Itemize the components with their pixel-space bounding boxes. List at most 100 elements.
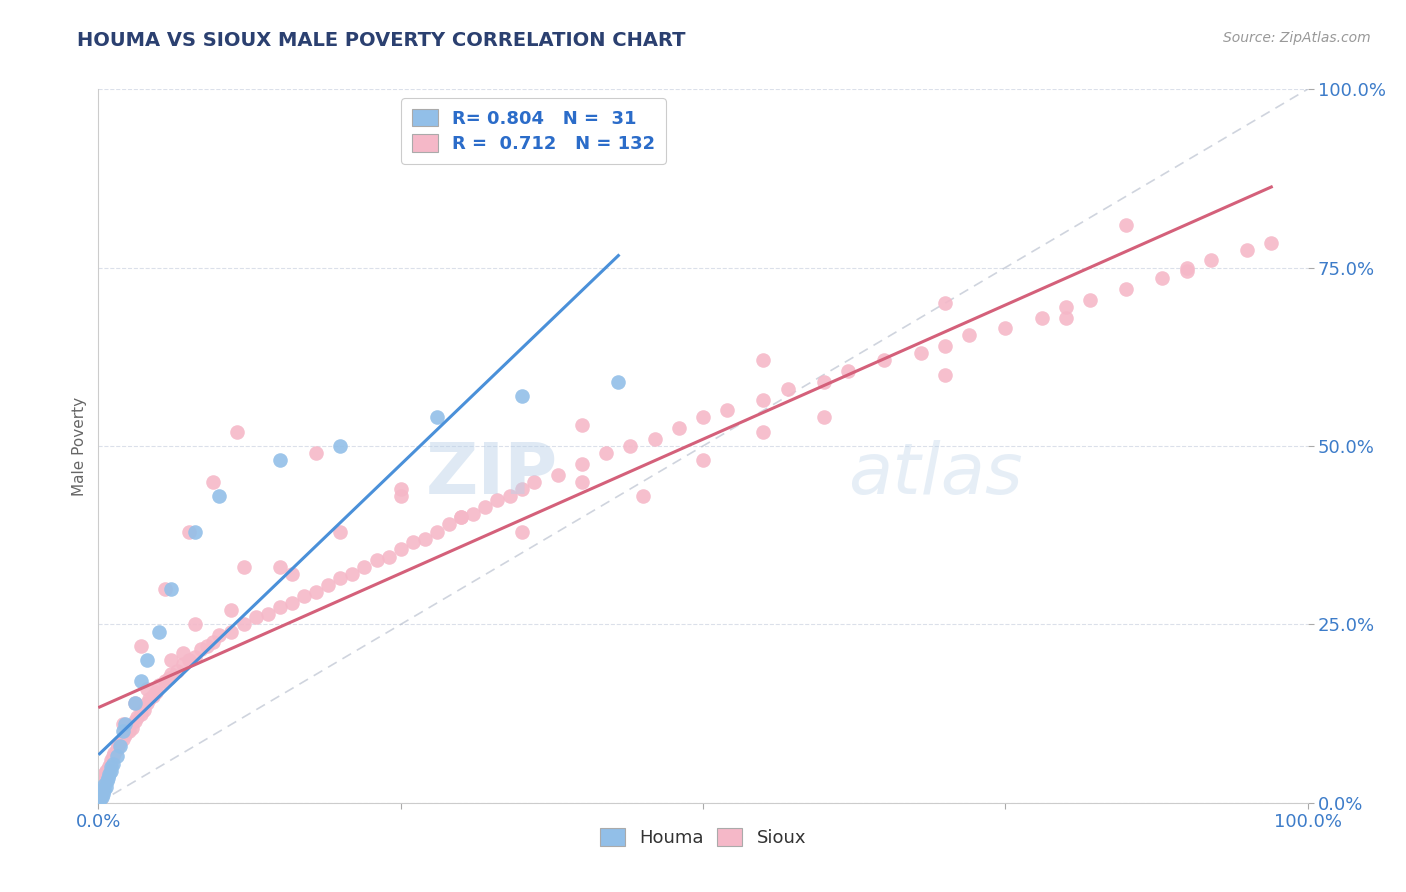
Point xyxy=(108,739,131,753)
Point xyxy=(134,703,156,717)
Point xyxy=(108,735,131,749)
Point xyxy=(281,596,304,610)
Point xyxy=(269,599,291,614)
Point xyxy=(316,578,339,592)
Point xyxy=(413,532,436,546)
Point xyxy=(486,492,509,507)
Point xyxy=(94,764,117,778)
Point xyxy=(157,671,180,685)
Point xyxy=(366,553,388,567)
Point xyxy=(96,774,118,789)
Point xyxy=(91,778,114,792)
Point xyxy=(93,767,115,781)
Point xyxy=(813,375,835,389)
Point xyxy=(1152,271,1174,285)
Point xyxy=(179,653,201,667)
Point xyxy=(523,475,546,489)
Point xyxy=(121,721,143,735)
Point xyxy=(93,776,115,790)
Point xyxy=(934,368,956,382)
Point xyxy=(97,762,120,776)
Point xyxy=(160,667,183,681)
Point xyxy=(1260,235,1282,250)
Text: Source: ZipAtlas.com: Source: ZipAtlas.com xyxy=(1223,31,1371,45)
Point xyxy=(160,582,183,596)
Point xyxy=(101,756,124,771)
Point xyxy=(437,517,460,532)
Point xyxy=(124,696,146,710)
Point xyxy=(89,794,111,808)
Point xyxy=(105,742,128,756)
Text: ZIP: ZIP xyxy=(426,440,558,509)
Point xyxy=(127,710,149,724)
Point xyxy=(1031,310,1053,325)
Point xyxy=(129,674,152,689)
Point xyxy=(934,296,956,310)
Point xyxy=(153,674,176,689)
Point xyxy=(644,432,666,446)
Point xyxy=(1115,282,1137,296)
Point xyxy=(305,446,328,460)
Point xyxy=(118,724,141,739)
Point xyxy=(837,364,859,378)
Point xyxy=(94,774,117,789)
Point xyxy=(377,549,399,564)
Point xyxy=(114,728,136,742)
Point xyxy=(111,717,134,731)
Point xyxy=(93,783,115,797)
Point xyxy=(668,421,690,435)
Point xyxy=(90,789,112,803)
Point xyxy=(353,560,375,574)
Point xyxy=(474,500,496,514)
Point xyxy=(752,392,775,407)
Point xyxy=(96,769,118,783)
Point xyxy=(510,389,533,403)
Point xyxy=(93,778,115,792)
Point xyxy=(571,475,593,489)
Point xyxy=(957,328,980,343)
Point xyxy=(692,410,714,425)
Point xyxy=(190,642,212,657)
Point xyxy=(100,753,122,767)
Point xyxy=(135,653,157,667)
Point xyxy=(91,787,114,801)
Point xyxy=(813,410,835,425)
Point xyxy=(98,767,121,781)
Point xyxy=(100,760,122,774)
Point xyxy=(934,339,956,353)
Point xyxy=(232,617,254,632)
Point xyxy=(910,346,932,360)
Point xyxy=(1054,300,1077,314)
Point xyxy=(329,524,352,539)
Point xyxy=(184,649,207,664)
Point xyxy=(153,582,176,596)
Point xyxy=(89,792,111,806)
Point xyxy=(994,321,1017,335)
Point xyxy=(716,403,738,417)
Point xyxy=(329,439,352,453)
Point xyxy=(226,425,249,439)
Point xyxy=(172,646,194,660)
Point xyxy=(166,664,188,678)
Point xyxy=(256,607,278,621)
Point xyxy=(752,425,775,439)
Point xyxy=(114,717,136,731)
Point xyxy=(1054,310,1077,325)
Point xyxy=(111,731,134,746)
Point xyxy=(1175,264,1198,278)
Point xyxy=(1199,253,1222,268)
Point xyxy=(101,749,124,764)
Point xyxy=(91,771,114,785)
Point xyxy=(221,624,243,639)
Point xyxy=(1078,293,1101,307)
Point xyxy=(135,696,157,710)
Point xyxy=(1115,218,1137,232)
Point xyxy=(148,678,170,692)
Point xyxy=(90,785,112,799)
Point xyxy=(292,589,315,603)
Point xyxy=(245,610,267,624)
Point xyxy=(571,417,593,432)
Point xyxy=(595,446,617,460)
Point xyxy=(619,439,641,453)
Point xyxy=(269,453,291,467)
